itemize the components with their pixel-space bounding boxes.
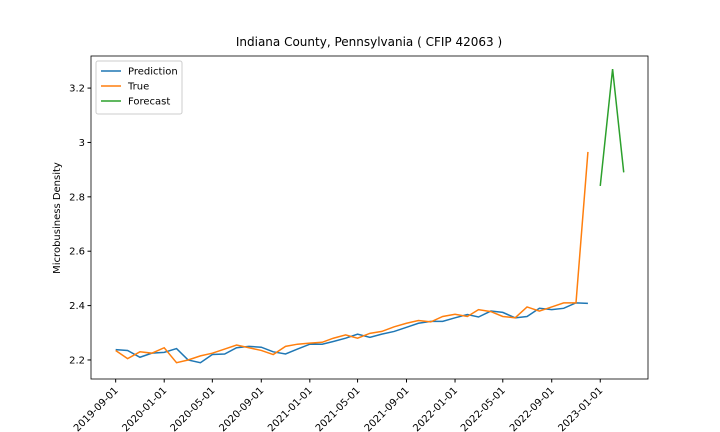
series-line bbox=[599, 68, 625, 187]
x-tick-label: 2023-01-01 bbox=[556, 385, 605, 432]
y-tick-label: 2.8 bbox=[69, 192, 85, 203]
x-tick-label: 2022-09-01 bbox=[508, 385, 557, 432]
x-tick-label: 2022-05-01 bbox=[459, 385, 508, 432]
y-tick-label: 2.2 bbox=[69, 355, 85, 366]
legend-label: Forecast bbox=[128, 97, 170, 108]
chart-title: Indiana County, Pennsylvania ( CFIP 4206… bbox=[236, 35, 502, 49]
x-tick-label: 2019-09-01 bbox=[72, 385, 121, 432]
x-tick-label: 2020-05-01 bbox=[169, 385, 218, 432]
y-tick-label: 2.6 bbox=[69, 247, 85, 258]
legend-label: Prediction bbox=[128, 67, 178, 78]
y-tick-label: 3.2 bbox=[69, 84, 85, 95]
x-tick-label: 2020-01-01 bbox=[120, 385, 169, 432]
legend-label: True bbox=[127, 82, 149, 93]
y-axis-label: Microbusiness Density bbox=[52, 162, 63, 274]
x-tick-label: 2021-09-01 bbox=[363, 385, 412, 432]
legend: Prediction True Forecast bbox=[95, 60, 183, 115]
y-tick-label: 3 bbox=[79, 138, 85, 149]
x-tick-label: 2021-01-01 bbox=[266, 385, 315, 432]
plot-frame bbox=[90, 55, 649, 380]
series-line bbox=[115, 151, 589, 364]
x-tick-label: 2022-01-01 bbox=[411, 385, 460, 432]
x-tick-label: 2020-09-01 bbox=[218, 385, 267, 432]
x-tick-label: 2021-05-01 bbox=[314, 385, 363, 432]
y-tick-label: 2.4 bbox=[69, 301, 85, 312]
series-line bbox=[115, 302, 588, 364]
